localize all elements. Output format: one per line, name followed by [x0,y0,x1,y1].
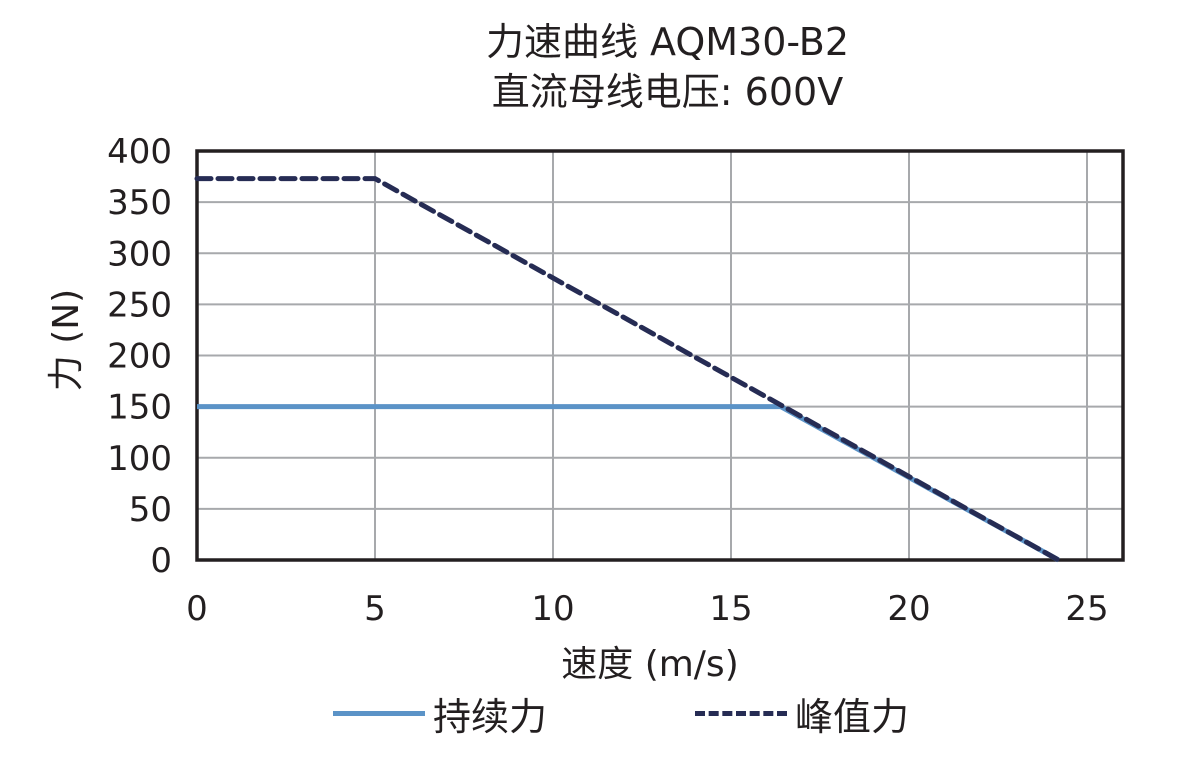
y-tick-label: 400 [107,132,172,172]
x-tick-label: 15 [709,589,752,629]
y-tick-label: 100 [107,439,172,479]
legend-label-peak: 峰值力 [795,694,910,739]
x-tick-label: 10 [531,589,574,629]
x-tick-label: 5 [364,589,386,629]
legend-label-continuous: 持续力 [433,694,548,739]
y-tick-label: 300 [107,234,172,274]
legend-swatch-solid-icon [333,710,425,716]
x-tick-label: 20 [887,589,930,629]
legend-item-peak: 峰值力 [695,688,910,739]
y-axis-label: 力 (N) [46,289,87,391]
y-tick-label: 350 [107,183,172,223]
y-tick-label: 150 [107,388,172,428]
x-tick-label: 25 [1065,589,1108,629]
legend-swatch-dashed-icon [695,710,787,716]
plot-frame [195,149,1125,562]
y-tick-label: 50 [129,490,172,530]
chart-subtitle: 直流母线电压: 600V [491,70,844,114]
y-tick-label: 0 [150,541,172,581]
series-continuous-force [197,404,1060,563]
series-peak-force [194,176,1062,563]
legend-item-continuous: 持续力 [333,688,548,739]
y-tick-label: 250 [107,285,172,325]
x-tick-label: 0 [186,589,208,629]
y-tick-label: 200 [107,337,172,377]
x-axis-label: 速度 (m/s) [561,644,739,685]
chart-title: 力速曲线 AQM30-B2 [485,20,850,64]
